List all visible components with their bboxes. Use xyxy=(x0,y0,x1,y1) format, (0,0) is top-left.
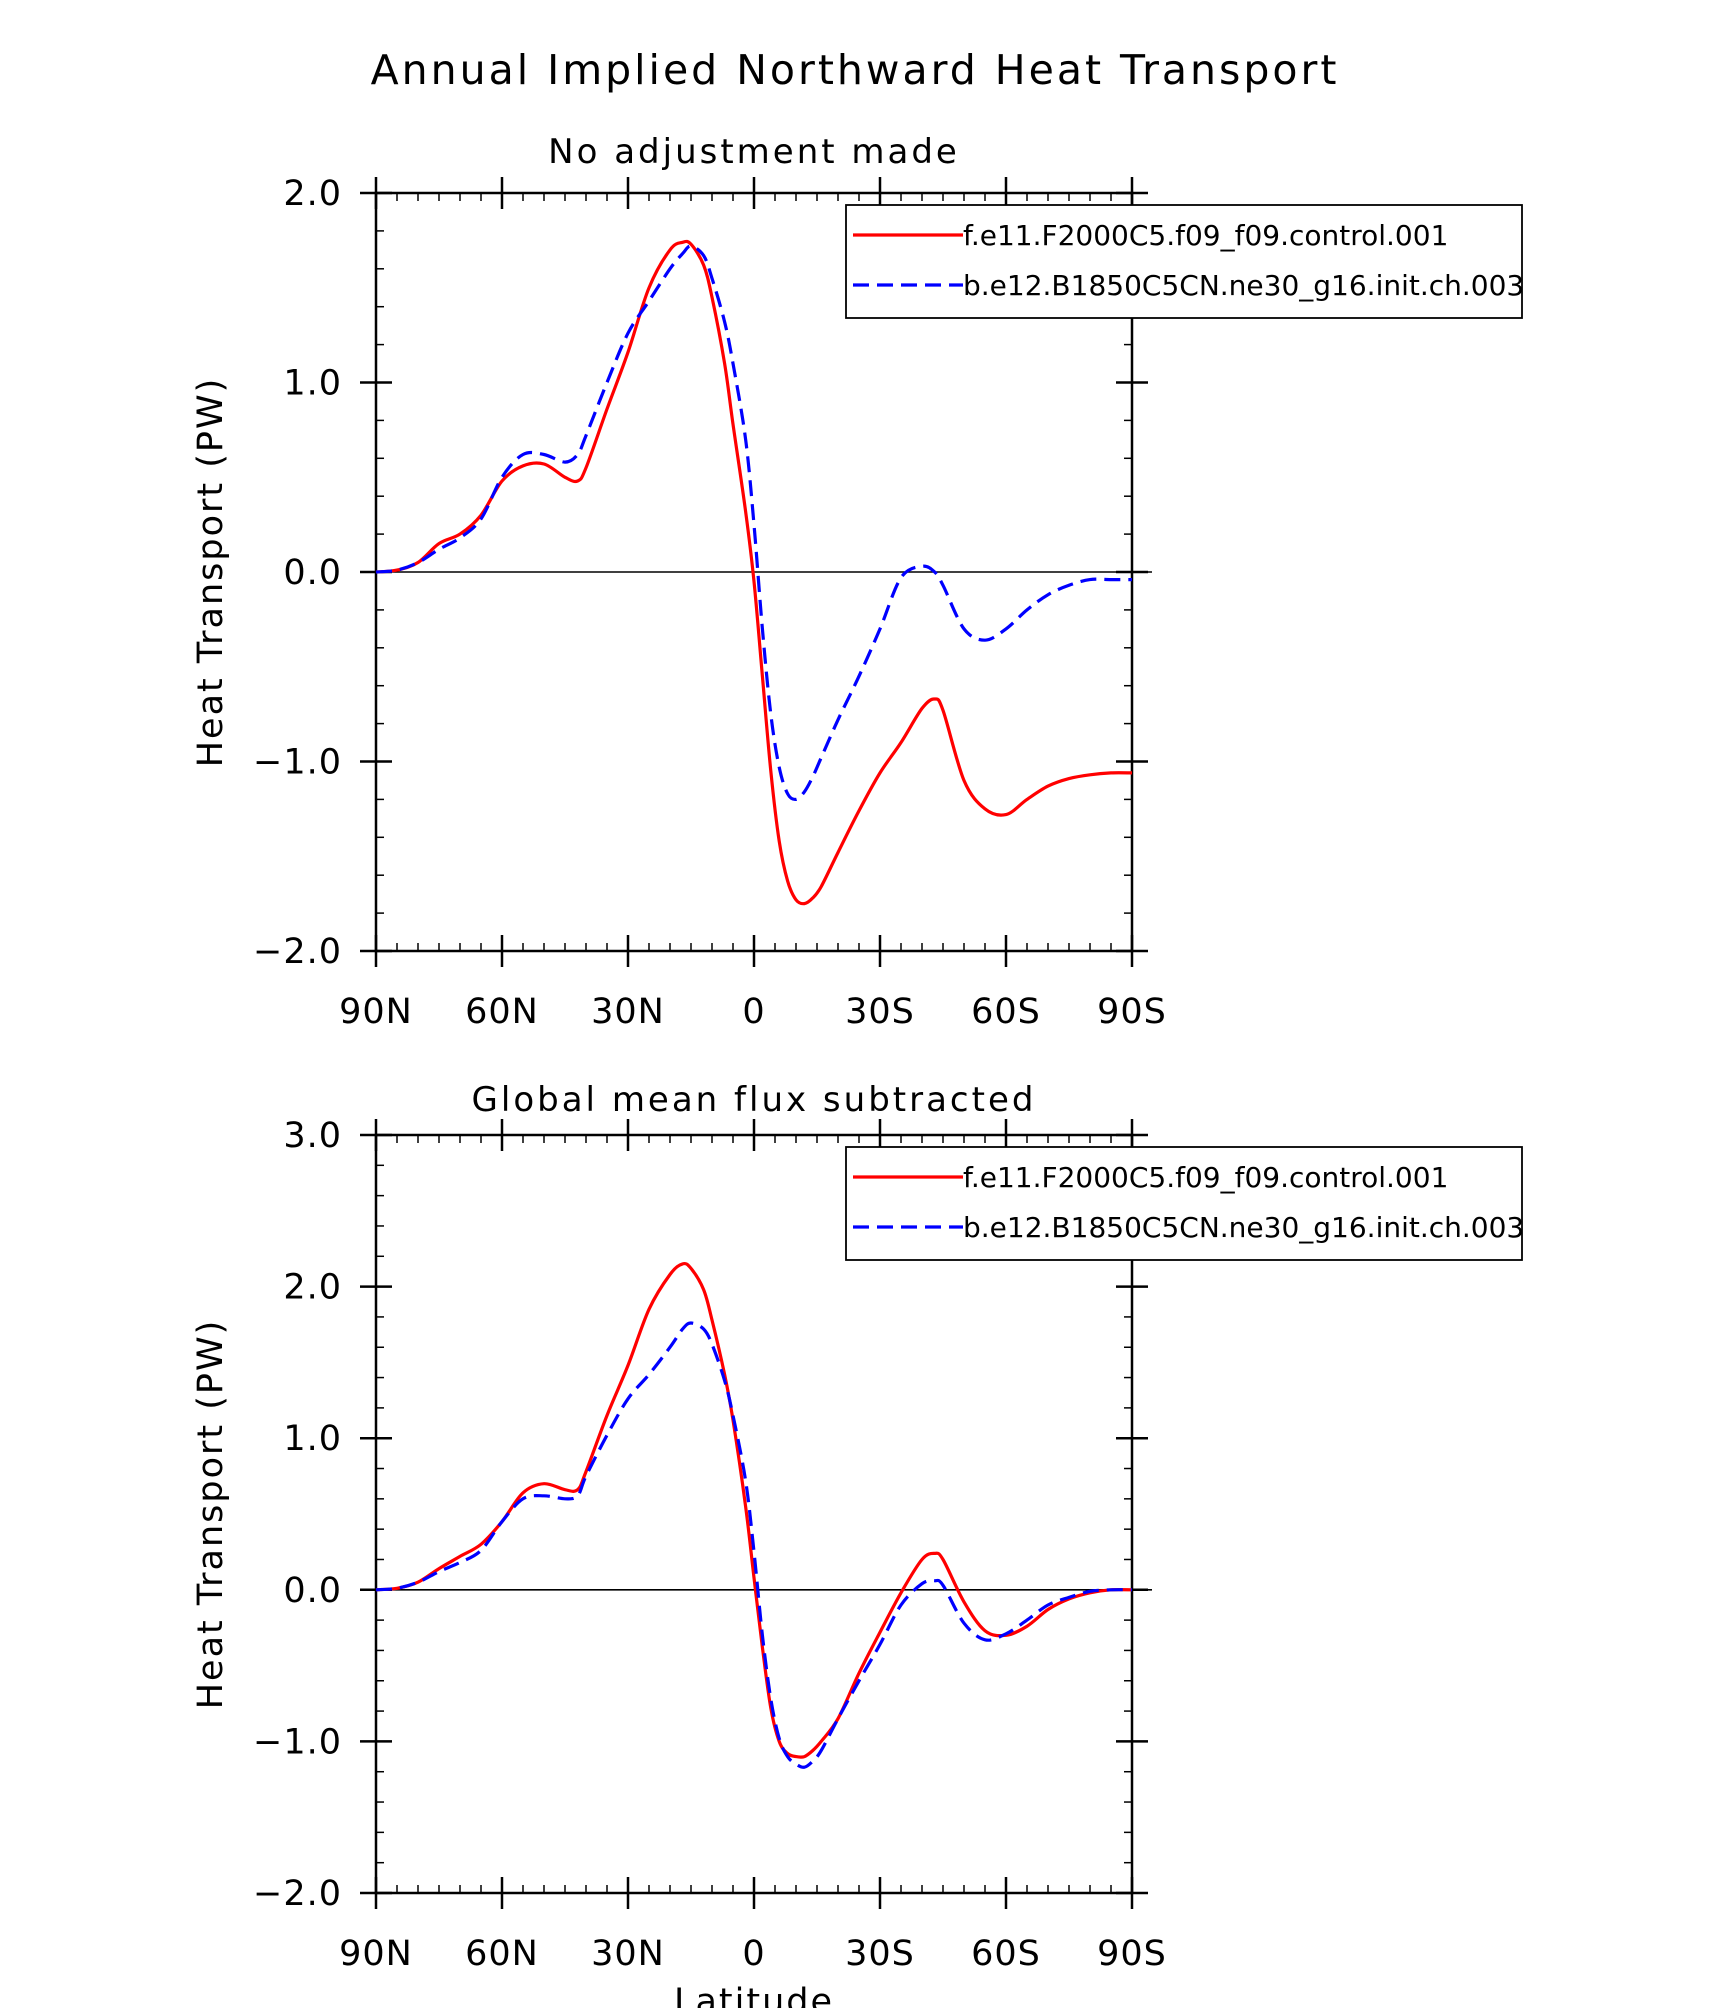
legend-box xyxy=(845,204,1523,319)
y-tick-label: 0.0 xyxy=(283,553,342,593)
y-tick-label: 0.0 xyxy=(283,1571,342,1611)
chart-panel-top: No adjustment made 90N 60N 30N 0 30S 60S 90S −2.… xyxy=(191,132,1524,1032)
y-tick-label: −1.0 xyxy=(253,743,342,783)
x-tick-label: 0 xyxy=(742,992,765,1032)
y-tick-label: 2.0 xyxy=(283,174,342,214)
x-tick-label: 0 xyxy=(742,1934,765,1974)
y-tick-label: 1.0 xyxy=(283,364,342,404)
series-line-init xyxy=(375,244,1132,802)
x-axis-label: Latitude xyxy=(674,1982,834,2008)
x-tick-label: 30N xyxy=(591,992,665,1032)
y-tick-label: 1.0 xyxy=(283,1419,342,1459)
legend: f.e11.F2000C5.f09_f09.control.001 b.e12.B… xyxy=(845,1146,1524,1261)
x-tick-label: 30N xyxy=(591,1934,665,1974)
x-tick-label: 60N xyxy=(465,992,539,1032)
y-tick-label: 3.0 xyxy=(283,1116,342,1156)
y-axis-label: Heat Transport (PW) xyxy=(191,377,231,768)
x-tick-label: 60N xyxy=(465,1934,539,1974)
chart-title: No adjustment made xyxy=(548,132,960,172)
y-tick-label: −2.0 xyxy=(253,1874,342,1914)
y-tick-label: 2.0 xyxy=(283,1268,342,1308)
x-tick-label: 90S xyxy=(1097,1934,1167,1974)
y-tick-label: −1.0 xyxy=(253,1722,342,1762)
series-line-control xyxy=(375,239,1133,906)
y-axis-label: Heat Transport (PW) xyxy=(191,1319,231,1710)
legend-label: f.e11.F2000C5.f09_f09.control.001 xyxy=(963,219,1448,252)
x-tick-label: 60S xyxy=(971,992,1041,1032)
y-tick-label: −2.0 xyxy=(253,932,342,972)
x-tick-label: 90N xyxy=(339,992,413,1032)
legend-label: f.e11.F2000C5.f09_f09.control.001 xyxy=(963,1161,1448,1194)
x-tick-label: 60S xyxy=(971,1934,1041,1974)
series-line-init xyxy=(375,1321,1133,1769)
legend-label: b.e12.B1850C5CN.ne30_g16.init.ch.003 xyxy=(963,269,1524,302)
legend-box xyxy=(845,1146,1523,1261)
series-line-control xyxy=(375,1261,1133,1759)
chart-title: Global mean flux subtracted xyxy=(472,1080,1037,1120)
legend: f.e11.F2000C5.f09_f09.control.001 b.e12.B… xyxy=(845,204,1524,319)
legend-label: b.e12.B1850C5CN.ne30_g16.init.ch.003 xyxy=(963,1211,1524,1244)
x-tick-label: 90N xyxy=(339,1934,413,1974)
figure-title: Annual Implied Northward Heat Transport xyxy=(371,46,1340,94)
x-tick-label: 30S xyxy=(845,992,915,1032)
x-tick-label: 30S xyxy=(845,1934,915,1974)
x-tick-label: 90S xyxy=(1097,992,1167,1032)
chart-panel-bottom: Global mean flux subtracted 90N 60N 30N 0 30S… xyxy=(191,1080,1524,2008)
